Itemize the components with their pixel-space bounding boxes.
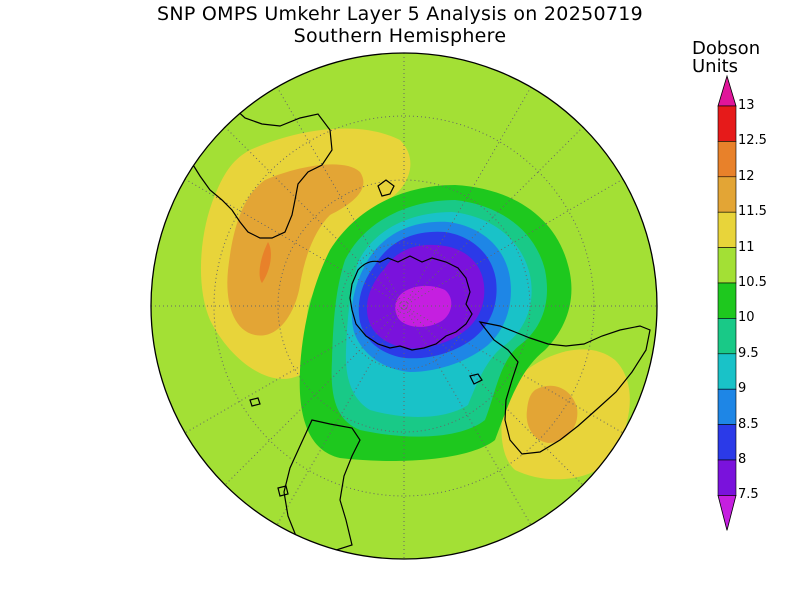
title-line-2: Southern Hemisphere bbox=[293, 25, 507, 47]
unit-line-2: Units bbox=[692, 56, 739, 77]
contour-12-upper-left bbox=[259, 242, 271, 283]
coastline-island bbox=[469, 373, 483, 385]
coastlines bbox=[185, 99, 651, 553]
colorbar-bottom-triangle bbox=[717, 494, 737, 531]
contour-11_5-lower-right bbox=[526, 385, 578, 443]
colorbar-segment bbox=[717, 353, 737, 390]
map-title: SNP OMPS Umkehr Layer 5 Analysis on 2025… bbox=[0, 3, 800, 47]
graticule bbox=[151, 53, 657, 559]
coastline-island bbox=[249, 397, 261, 407]
colorbar-tick-label: 7.5 bbox=[738, 487, 759, 503]
coastline-south-america bbox=[185, 99, 333, 239]
colorbar-segment bbox=[717, 424, 737, 461]
colorbar-segment bbox=[717, 247, 737, 284]
coastline-island bbox=[277, 485, 289, 497]
meridian-line bbox=[276, 86, 532, 526]
colorbar-segment bbox=[717, 282, 737, 319]
meridian-line bbox=[184, 178, 624, 434]
unit-line-1: Dobson bbox=[692, 38, 761, 59]
contour-11_5-upper-left bbox=[227, 164, 364, 336]
colorbar-tick-label: 9.5 bbox=[738, 345, 759, 361]
colorbar-segment bbox=[717, 105, 737, 142]
colorbar-tick-label: 9 bbox=[738, 381, 747, 397]
colorbar-tick-label: 11 bbox=[738, 239, 755, 255]
latitude-circle bbox=[277, 179, 531, 433]
latitude-circle bbox=[213, 115, 595, 497]
colorbar-tick-label: 10 bbox=[738, 310, 755, 326]
colorbar-tick-label: 8 bbox=[738, 452, 747, 467]
colorbar-segment bbox=[717, 176, 737, 213]
colorbar-segment bbox=[717, 459, 737, 496]
colorbar-tick-label: 11.5 bbox=[738, 204, 767, 220]
meridian-line bbox=[224, 126, 584, 486]
map-border bbox=[150, 52, 658, 560]
colorbar-segment bbox=[717, 141, 737, 178]
title-line-1: SNP OMPS Umkehr Layer 5 Analysis on 2025… bbox=[156, 3, 644, 25]
coastline-africa bbox=[283, 419, 361, 553]
colorbar-segment bbox=[717, 388, 737, 425]
colorbar-tick-label: 12.5 bbox=[738, 133, 767, 149]
colorbar-tick-label: 13 bbox=[738, 98, 755, 113]
colorbar-tick-label: 8.5 bbox=[738, 416, 759, 432]
colorbar-unit-label: Dobson Units bbox=[692, 40, 760, 76]
colorbar-tick-label: 10.5 bbox=[738, 275, 767, 290]
meridian-line bbox=[224, 126, 584, 486]
meridian-line bbox=[276, 86, 532, 526]
coastline-antarctica bbox=[349, 255, 473, 351]
meridian-line bbox=[184, 178, 624, 434]
colorbar-segment bbox=[717, 318, 737, 355]
colorbar-tick-label: 12 bbox=[738, 168, 755, 184]
coastline-australia bbox=[478, 321, 651, 455]
colorbar-top-triangle bbox=[717, 74, 737, 107]
coastline-island bbox=[377, 179, 395, 197]
colorbar-segment bbox=[717, 211, 737, 248]
